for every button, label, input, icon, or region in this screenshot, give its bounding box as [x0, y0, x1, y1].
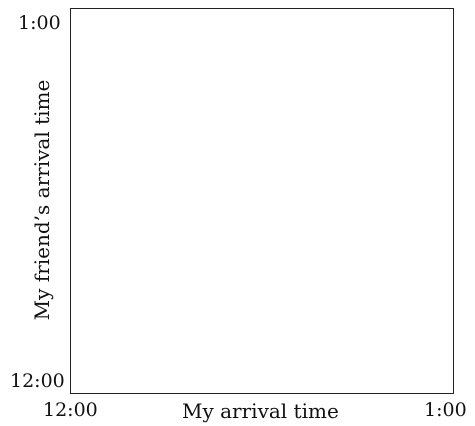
y-axis-label: My friend’s arrival time: [30, 79, 54, 321]
x-axis-tick-left: 12:00: [43, 399, 98, 421]
plot-area: [70, 8, 454, 394]
x-axis-label: My arrival time: [182, 399, 339, 423]
x-axis-tick-right: 1:00: [424, 399, 467, 421]
y-axis-tick-bottom: 12:00: [10, 370, 65, 392]
y-axis-tick-top: 1:00: [18, 12, 61, 34]
